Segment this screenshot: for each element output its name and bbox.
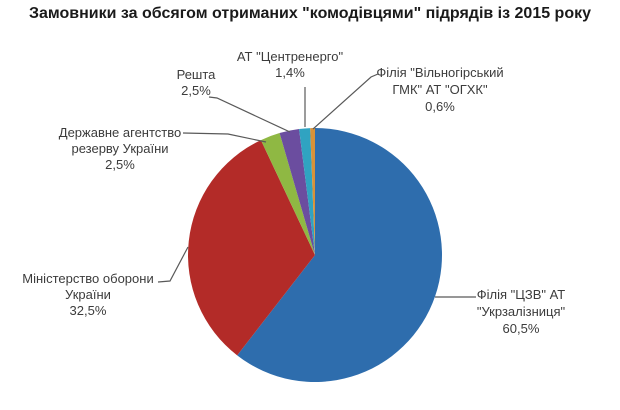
pie-slice-4	[279, 129, 315, 255]
leader-line-derzhagentstvo	[182, 132, 267, 143]
leader-line-reshta	[208, 96, 291, 133]
callout-ukrzaliznytsia: Філія "ЦЗВ" АТ "Укрзалізниця" 60,5%	[476, 287, 566, 336]
callout-derzhagentstvo: Державне агентство резерву України 2,5%	[58, 125, 182, 172]
callout-reshta: Решта 2,5%	[176, 67, 216, 98]
leader-line-oghk	[312, 73, 379, 130]
leader-lines	[157, 73, 476, 298]
pie-slice-6	[310, 128, 315, 255]
pie-slice-3	[260, 133, 315, 255]
leader-line-minoborony	[157, 246, 189, 283]
pie-slice-2	[188, 140, 315, 356]
callout-oghk: Філія "Вільногірський ГМК" АТ "ОГХК" 0,6…	[376, 65, 504, 114]
callout-minoborony: Міністерство оборони України 32,5%	[22, 271, 154, 318]
pie-slice-5	[299, 128, 315, 255]
pie-slice-1	[237, 128, 442, 382]
chart-title: Замовники за обсягом отриманих "комодівц…	[28, 5, 592, 22]
callout-tsentrenergo: АТ "Центренерго" 1,4%	[236, 49, 344, 80]
pie-slices	[188, 128, 442, 382]
